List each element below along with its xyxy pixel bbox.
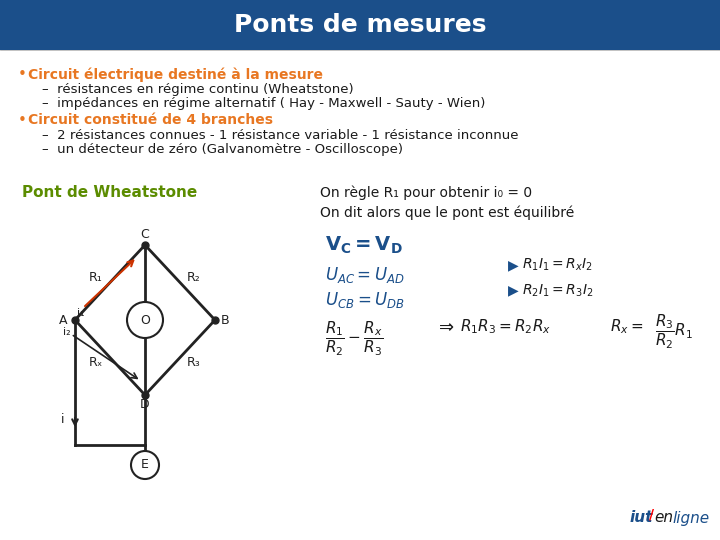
FancyBboxPatch shape bbox=[0, 0, 720, 50]
Text: –  2 résistances connues - 1 résistance variable - 1 résistance inconnue: – 2 résistances connues - 1 résistance v… bbox=[42, 129, 518, 142]
Text: $R_1 R_3 = R_2 R_x$: $R_1 R_3 = R_2 R_x$ bbox=[460, 317, 552, 336]
Text: Circuit électrique destiné à la mesure: Circuit électrique destiné à la mesure bbox=[28, 67, 323, 82]
Text: $R_2 I_1 = R_3 I_2$: $R_2 I_1 = R_3 I_2$ bbox=[522, 283, 593, 299]
Text: R₁: R₁ bbox=[89, 271, 103, 284]
Text: $\blacktriangleright$: $\blacktriangleright$ bbox=[505, 285, 521, 300]
Circle shape bbox=[131, 451, 159, 479]
Text: $U_{AC} = U_{AD}$: $U_{AC} = U_{AD}$ bbox=[325, 265, 405, 285]
Text: E: E bbox=[141, 458, 149, 471]
Text: C: C bbox=[140, 228, 149, 241]
Text: i₀: i₀ bbox=[151, 307, 158, 317]
Text: A: A bbox=[59, 314, 67, 327]
Text: Pont de Wheatstone: Pont de Wheatstone bbox=[22, 185, 197, 200]
Text: Rₓ: Rₓ bbox=[89, 356, 103, 369]
Text: en: en bbox=[654, 510, 673, 525]
Text: –  impédances en régime alternatif ( Hay - Maxwell - Sauty - Wien): – impédances en régime alternatif ( Hay … bbox=[42, 97, 485, 110]
Text: $\dfrac{R_1}{R_2} - \dfrac{R_x}{R_3}$: $\dfrac{R_1}{R_2} - \dfrac{R_x}{R_3}$ bbox=[325, 320, 383, 358]
Text: $R_x =$: $R_x =$ bbox=[610, 317, 644, 336]
Text: •: • bbox=[18, 113, 27, 128]
Text: $R_1 I_1 = R_x I_2$: $R_1 I_1 = R_x I_2$ bbox=[522, 257, 593, 273]
Text: $U_{CB} = U_{DB}$: $U_{CB} = U_{DB}$ bbox=[325, 290, 405, 310]
Text: On règle R₁ pour obtenir i₀ = 0: On règle R₁ pour obtenir i₀ = 0 bbox=[320, 185, 532, 199]
Text: i₁: i₁ bbox=[77, 308, 85, 318]
Text: iut: iut bbox=[630, 510, 653, 525]
Text: ligne: ligne bbox=[672, 510, 709, 525]
Text: O: O bbox=[140, 314, 150, 327]
Text: $\mathbf{V_C = V_D}$: $\mathbf{V_C = V_D}$ bbox=[325, 235, 402, 256]
Text: Circuit constitué de 4 branches: Circuit constitué de 4 branches bbox=[28, 113, 273, 127]
Circle shape bbox=[127, 302, 163, 338]
Text: –  résistances en régime continu (Wheatstone): – résistances en régime continu (Wheatst… bbox=[42, 83, 354, 96]
Text: $\Rightarrow$: $\Rightarrow$ bbox=[435, 317, 455, 335]
Text: $\blacktriangleright$: $\blacktriangleright$ bbox=[505, 260, 521, 274]
Text: R₃: R₃ bbox=[187, 356, 201, 369]
Text: •: • bbox=[18, 67, 27, 82]
Text: i₂: i₂ bbox=[63, 327, 71, 337]
Text: $\dfrac{R_3}{R_2} R_1$: $\dfrac{R_3}{R_2} R_1$ bbox=[655, 313, 693, 351]
Text: On dit alors que le pont est équilibré: On dit alors que le pont est équilibré bbox=[320, 205, 575, 219]
Text: B: B bbox=[221, 314, 229, 327]
Text: –  un détecteur de zéro (Galvanomètre - Oscilloscope): – un détecteur de zéro (Galvanomètre - O… bbox=[42, 143, 403, 156]
Text: R₂: R₂ bbox=[187, 271, 201, 284]
Text: /: / bbox=[649, 508, 654, 522]
Text: Ponts de mesures: Ponts de mesures bbox=[234, 13, 486, 37]
Text: D: D bbox=[140, 399, 150, 411]
Text: i: i bbox=[61, 413, 65, 426]
